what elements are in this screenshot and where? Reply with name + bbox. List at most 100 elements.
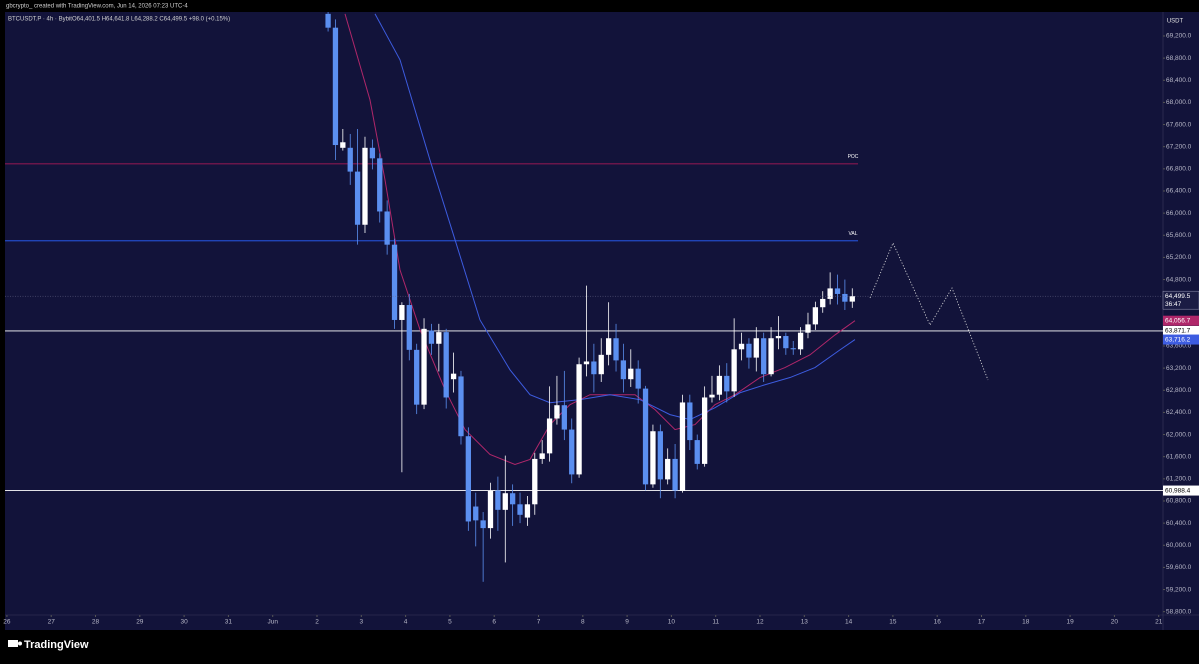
candle-body bbox=[716, 375, 723, 395]
x-tick-label: 9 bbox=[625, 619, 629, 626]
y-tick-label: 66,400.0 bbox=[1166, 188, 1192, 195]
countdown: 36:47 bbox=[1165, 301, 1182, 308]
candle-body bbox=[325, 13, 331, 28]
x-tick-label: 29 bbox=[136, 619, 144, 626]
x-tick-label: 26 bbox=[3, 619, 11, 626]
x-tick-label: 8 bbox=[581, 619, 585, 626]
brand: TradingView bbox=[24, 639, 89, 651]
y-tick-label: 62,400.0 bbox=[1166, 409, 1192, 416]
ma-price-box bbox=[1163, 315, 1199, 326]
candle-body bbox=[598, 354, 604, 375]
candle-body bbox=[340, 142, 346, 148]
candle-body bbox=[834, 288, 841, 294]
x-tick-label: 4 bbox=[404, 619, 408, 626]
candle-body bbox=[480, 520, 486, 529]
candle-body bbox=[605, 338, 612, 355]
plot bbox=[5, 12, 1163, 582]
y-tick-label: 68,400.0 bbox=[1166, 77, 1192, 84]
x-tick-label: 6 bbox=[492, 619, 496, 626]
candle-body bbox=[539, 453, 545, 459]
x-tick-label: 18 bbox=[1022, 619, 1030, 626]
candle-body bbox=[473, 506, 479, 521]
candle-body bbox=[495, 490, 501, 510]
candle-body bbox=[687, 402, 693, 441]
ma-price-box bbox=[1163, 334, 1199, 345]
candle-body bbox=[532, 458, 538, 505]
candle-body bbox=[812, 307, 819, 325]
x-tick-label: 3 bbox=[359, 619, 363, 626]
candle-body bbox=[783, 336, 789, 349]
candle-body bbox=[820, 298, 826, 308]
x-tick-label: 28 bbox=[92, 619, 100, 626]
candle-body bbox=[797, 332, 804, 350]
currency: USDT bbox=[1167, 19, 1184, 25]
candle-body bbox=[428, 330, 435, 344]
y-tick-label: 65,200.0 bbox=[1166, 254, 1192, 261]
candle-body bbox=[443, 332, 449, 398]
y-tick-label: 63,200.0 bbox=[1166, 365, 1192, 372]
candle-body bbox=[450, 373, 457, 380]
candle-body bbox=[665, 458, 671, 480]
x-tick-label: Jun bbox=[267, 619, 278, 626]
candle-body bbox=[554, 405, 560, 419]
ma-line bbox=[374, 13, 856, 421]
x-tick-label: 31 bbox=[225, 619, 233, 626]
candle-body bbox=[436, 332, 442, 344]
y-tick-label: 58,800.0 bbox=[1166, 608, 1192, 615]
candle-body bbox=[354, 171, 361, 225]
x-tick-label: 5 bbox=[448, 619, 452, 626]
candle-body bbox=[731, 349, 737, 392]
x-tick-label: 27 bbox=[48, 619, 56, 626]
candle-body bbox=[561, 405, 567, 430]
candle-body bbox=[487, 490, 494, 529]
candle-body bbox=[509, 493, 516, 505]
y-tick-label: 68,000.0 bbox=[1166, 99, 1192, 106]
candle-body bbox=[679, 402, 686, 491]
candle-body bbox=[761, 338, 767, 375]
candle-body bbox=[613, 338, 619, 361]
y-tick-label: 67,200.0 bbox=[1166, 143, 1192, 150]
level-price-label: 63,871.7 bbox=[1165, 328, 1191, 335]
candle-body bbox=[738, 343, 745, 350]
logo-mark bbox=[8, 640, 18, 647]
candle-body bbox=[842, 293, 848, 302]
y-tick-label: 62,000.0 bbox=[1166, 431, 1192, 438]
candle-body bbox=[583, 361, 590, 365]
candle-body bbox=[635, 368, 641, 389]
candle-body bbox=[517, 504, 523, 515]
candle-body bbox=[391, 244, 398, 320]
candle-body bbox=[347, 147, 353, 172]
candle-body bbox=[591, 361, 597, 375]
ohlc-legend: O64,401.5 H64,641.8 L64,288.2 C64,499.5 … bbox=[72, 17, 230, 23]
y-tick-label: 68,800.0 bbox=[1166, 55, 1192, 62]
x-tick-label: 13 bbox=[801, 619, 809, 626]
y-tick-label: 63,600.0 bbox=[1166, 343, 1192, 350]
level-price-box bbox=[1163, 485, 1199, 496]
y-tick-label: 62,800.0 bbox=[1166, 387, 1192, 394]
x-tick-label: 15 bbox=[889, 619, 897, 626]
y-tick-label: 61,600.0 bbox=[1166, 453, 1192, 460]
candle-body bbox=[650, 431, 656, 485]
candle-body bbox=[406, 305, 412, 350]
candle-body bbox=[362, 147, 368, 225]
ma-price-label: 63,716.2 bbox=[1165, 336, 1191, 343]
y-tick-label: 59,200.0 bbox=[1166, 586, 1192, 593]
level-label: VAL bbox=[848, 231, 857, 237]
candle-body bbox=[576, 364, 582, 475]
candle-body bbox=[524, 504, 531, 518]
level-price-box bbox=[1163, 325, 1199, 336]
y-tick-label: 60,400.0 bbox=[1166, 520, 1192, 527]
candle-body bbox=[569, 429, 575, 475]
y-tick-label: 61,200.0 bbox=[1166, 476, 1192, 483]
candle-body bbox=[805, 324, 811, 333]
x-tick-label: 21 bbox=[1155, 619, 1163, 626]
candle-body bbox=[775, 336, 782, 339]
credit: gbcrypto_ created with TradingView.com, … bbox=[6, 4, 188, 10]
candle-body bbox=[332, 27, 339, 146]
x-tick-label: 14 bbox=[845, 619, 853, 626]
candle-body bbox=[746, 343, 752, 358]
y-tick-label: 67,600.0 bbox=[1166, 121, 1192, 128]
y-tick-label: 59,600.0 bbox=[1166, 564, 1192, 571]
level-label: POC bbox=[848, 154, 859, 160]
